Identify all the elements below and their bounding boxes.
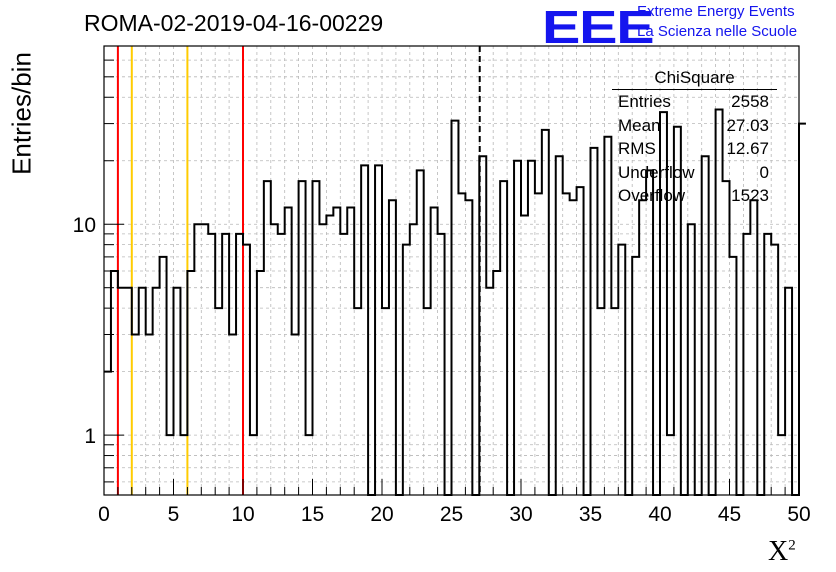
stats-row-mean: Mean 27.03 <box>612 114 777 138</box>
stats-title: ChiSquare <box>612 68 777 90</box>
logo-line-2: La Scienza nelle Scuole <box>637 23 798 40</box>
y-tick-label: 10 <box>73 214 96 237</box>
x-axis-label: X2 <box>768 536 796 568</box>
x-tick-label: 35 <box>579 503 602 526</box>
x-tick-label: 5 <box>168 503 180 526</box>
x-tick-label: 10 <box>231 503 254 526</box>
x-tick-label: 20 <box>370 503 393 526</box>
x-tick-label: 45 <box>718 503 741 526</box>
stats-value: 0 <box>759 162 769 182</box>
eee-logo: EEE <box>542 1 655 53</box>
x-axis-label-exponent: 2 <box>788 537 796 554</box>
histogram-series <box>104 108 806 496</box>
stats-box: ChiSquare Entries 2558 Mean 27.03 RMS 12… <box>612 68 777 208</box>
x-tick-label: 40 <box>648 503 671 526</box>
stats-value: 12.67 <box>726 139 769 158</box>
x-tick-label: 15 <box>301 503 324 526</box>
stats-key: Mean <box>618 115 661 135</box>
stats-row-rms: RMS 12.67 <box>612 137 777 161</box>
stats-row-overflow: Overflow 1523 <box>612 184 777 208</box>
stats-row-underflow: Underflow 0 <box>612 161 777 185</box>
x-tick-label: 0 <box>98 503 110 526</box>
x-axis-label-base: X <box>768 536 789 567</box>
stats-key: Entries <box>618 92 671 111</box>
stats-key: RMS <box>618 139 656 158</box>
y-axis-label: Entries/bin <box>6 52 37 175</box>
stats-value: 2558 <box>731 92 769 111</box>
x-tick-label: 50 <box>787 503 810 526</box>
histogram-title: ROMA-02-2019-04-16-00229 <box>84 10 384 36</box>
stats-value: 27.03 <box>726 115 769 135</box>
y-tick-label: 1 <box>84 425 96 448</box>
logo-line-1: Extreme Energy Events <box>637 3 795 20</box>
tick-labels: 0 5 10 15 20 25 30 35 40 45 50 1 10 <box>73 214 811 526</box>
stats-key: Underflow <box>618 162 695 182</box>
histogram-line <box>104 108 806 496</box>
x-tick-label: 25 <box>440 503 463 526</box>
stats-key: Overflow <box>618 186 686 205</box>
stats-row-entries: Entries 2558 <box>612 90 777 114</box>
axis-ticks <box>103 59 800 495</box>
stats-value: 1523 <box>731 186 769 205</box>
x-tick-label: 30 <box>509 503 532 526</box>
